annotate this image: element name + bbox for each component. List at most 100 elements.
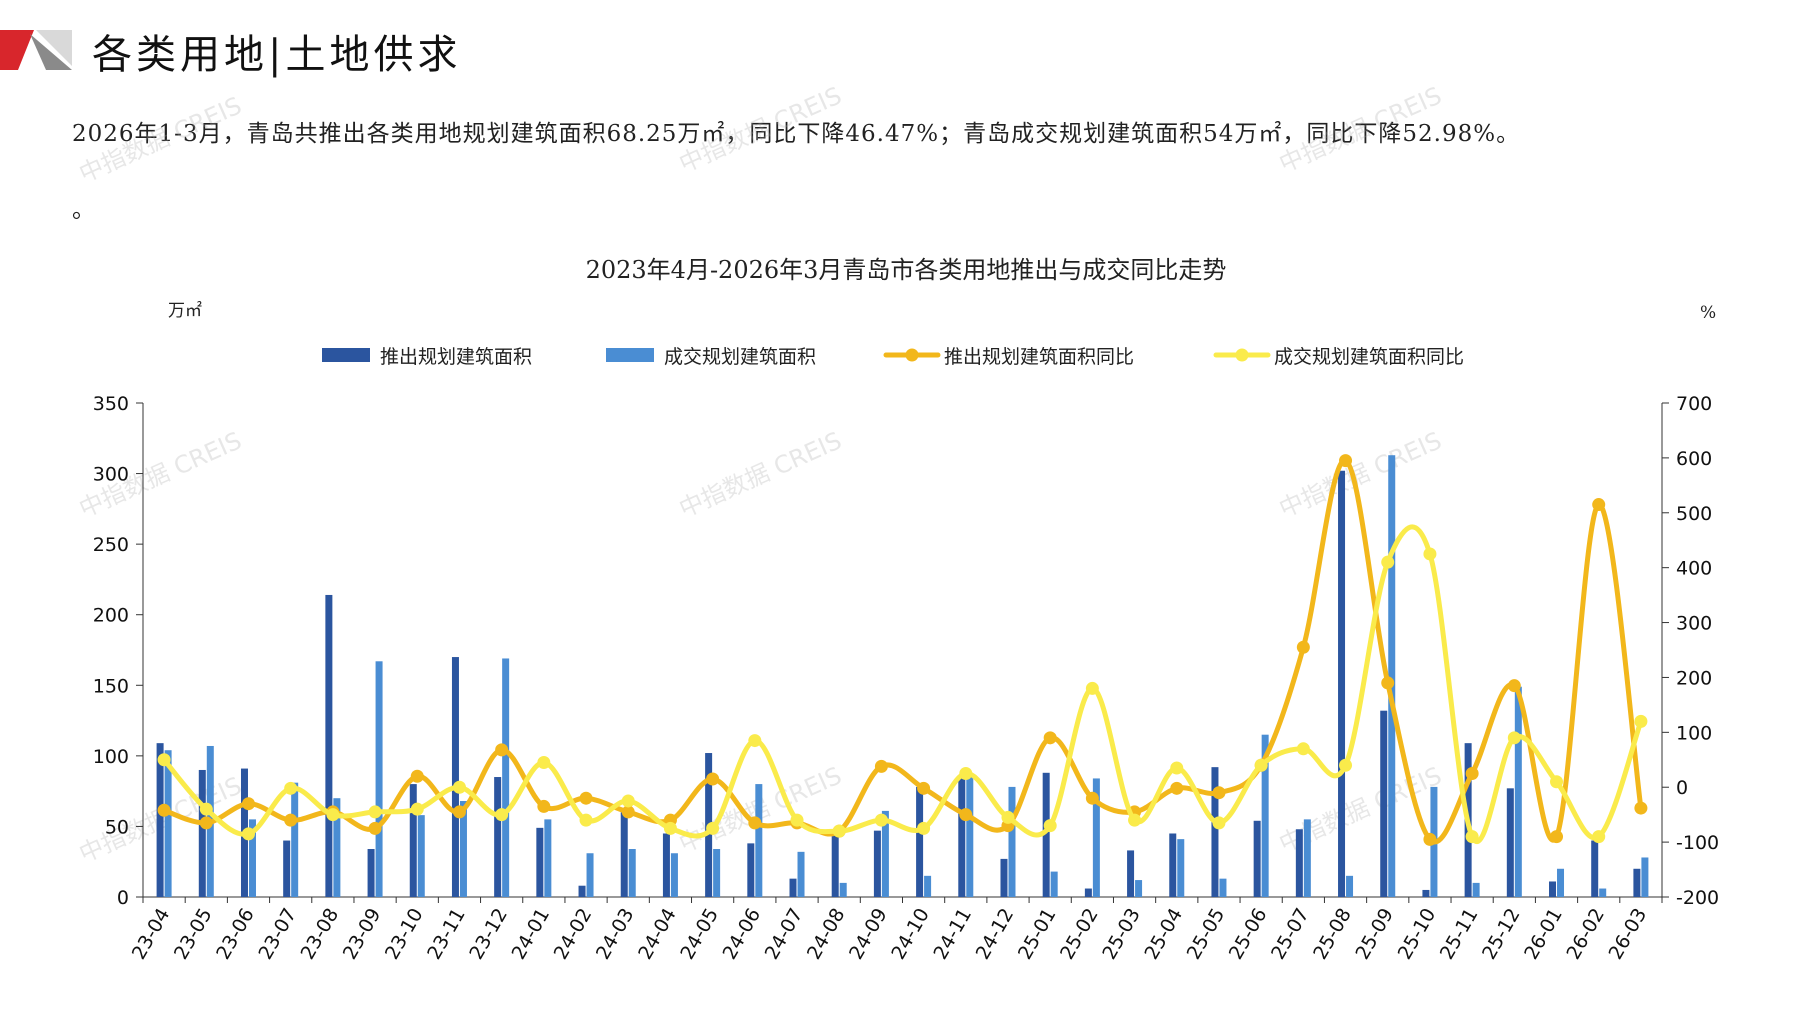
legend-swatch-marker (905, 348, 919, 362)
right-axis-tick-label: 200 (1676, 667, 1712, 689)
deal-area-bar (375, 661, 383, 897)
right-axis-tick-label: -100 (1676, 832, 1719, 854)
supply-area-bar (1084, 888, 1092, 897)
supply-area-bar (1127, 850, 1135, 897)
deal-yoy-point (1128, 813, 1142, 827)
logo-gray-shape (30, 34, 72, 70)
deal-area-bar (164, 750, 172, 897)
left-axis-tick-label: 0 (117, 887, 129, 909)
x-tick-label: 23-05 (170, 905, 217, 964)
supply-area-bar (409, 784, 417, 897)
supply-yoy-point (410, 769, 424, 783)
deal-yoy-point (1339, 758, 1353, 772)
x-tick-label: 23-07 (254, 905, 301, 964)
supply-area-bar (198, 769, 206, 897)
x-tick-label: 25-05 (1183, 905, 1230, 964)
x-tick-label: 25-01 (1014, 905, 1061, 964)
deal-area-bar (1135, 880, 1143, 897)
supply-yoy-point (1296, 640, 1310, 654)
deal-yoy-point (537, 756, 551, 770)
supply-area-bar (1591, 840, 1599, 897)
x-tick-label: 26-03 (1605, 905, 1652, 964)
deal-area-bar (839, 882, 847, 897)
supply-yoy-point (1423, 832, 1437, 846)
supply-yoy-point (1465, 767, 1479, 780)
x-tick-label: 23-09 (339, 905, 386, 964)
left-axis-unit: 万㎡ (168, 301, 202, 321)
legend-swatch-bar (606, 348, 654, 362)
legend-label: 推出规划建筑面积 (380, 346, 532, 368)
x-tick-label: 24-05 (676, 905, 723, 964)
right-axis-tick-label: 300 (1676, 613, 1712, 635)
supply-area-bar (620, 812, 628, 897)
deal-area-bar (1177, 839, 1185, 897)
x-tick-label: 26-01 (1520, 905, 1567, 964)
supply-yoy-point (1592, 498, 1606, 512)
supply-area-bar (1211, 767, 1219, 897)
x-tick-label: 23-11 (423, 905, 470, 964)
supply-area-bar (873, 830, 881, 897)
deal-yoy-point (1381, 555, 1395, 569)
left-axis-tick-label: 50 (105, 816, 129, 838)
chart-axes: 0 50 100 150 200 250 300 350 -200 -100 0 100 200 300 4… (93, 393, 1719, 909)
supply-yoy-point (579, 791, 593, 805)
supply-area-bar (1549, 881, 1557, 897)
deal-area-bar (1261, 734, 1269, 897)
supply-area-bar (1338, 470, 1346, 897)
x-tick-label: 25-02 (1056, 905, 1103, 964)
supply-area-bar (156, 743, 164, 897)
deal-yoy-point (1001, 810, 1015, 824)
left-axis-tick-label: 250 (93, 534, 129, 556)
deal-yoy-point (1085, 681, 1099, 695)
x-tick-label: 25-08 (1309, 905, 1356, 964)
supply-area-bar (1253, 820, 1261, 897)
deal-yoy-point (1465, 830, 1479, 844)
deal-area-bar (1008, 786, 1016, 897)
x-tick-label: 25-04 (1140, 905, 1187, 964)
supply-area-bar (1506, 788, 1514, 897)
deal-yoy-point (1212, 816, 1226, 830)
legend-label: 成交规划建筑面积 (664, 346, 816, 368)
chart-title: 2023年4月-2026年3月青岛市各类用地推出与成交同比走势 (586, 256, 1227, 284)
supply-yoy-point (284, 813, 298, 827)
supply-yoy-point (706, 772, 720, 786)
supply-yoy-point (917, 781, 931, 795)
legend-label: 推出规划建筑面积同比 (944, 346, 1134, 368)
deal-yoy-point (706, 821, 720, 835)
x-tick-label: 24-11 (929, 905, 976, 964)
deal-area-bar (1557, 868, 1565, 897)
supply-area-bar (1000, 858, 1008, 897)
left-axis-tick-label: 150 (93, 675, 129, 697)
deal-area-bar (1219, 878, 1227, 897)
deal-area-bar (1641, 857, 1649, 897)
deal-area-bar (248, 819, 256, 897)
deal-yoy-point (368, 805, 382, 819)
supply-yoy-point (452, 805, 466, 819)
deal-area-bar (333, 798, 341, 897)
logo-red-shape (0, 30, 34, 70)
x-tick-label: 24-04 (634, 905, 681, 964)
deal-area-bar (966, 777, 974, 897)
left-axis-tick-label: 300 (93, 464, 129, 486)
deal-yoy-point (1507, 731, 1521, 745)
right-axis-tick-label: 100 (1676, 722, 1712, 744)
x-tick-label: 25-09 (1351, 905, 1398, 964)
x-tick-label: 23-04 (128, 905, 175, 964)
legend-swatch-marker (1235, 348, 1249, 362)
supply-yoy-point (1550, 830, 1564, 844)
right-axis-tick-label: 0 (1676, 777, 1688, 799)
deal-yoy-point (790, 813, 804, 827)
left-axis-tick-label: 200 (93, 605, 129, 627)
deal-yoy-point (495, 808, 509, 822)
deal-yoy-point (874, 813, 888, 827)
summary-text: 2026年1-3月，青岛共推出各类用地规划建筑面积68.25万㎡，同比下降46.… (72, 121, 1521, 147)
deal-area-bar (1514, 686, 1522, 897)
x-tick-label: 23-10 (381, 905, 428, 964)
x-tick-label: 24-07 (761, 905, 808, 964)
supply-yoy-point (241, 797, 255, 811)
supply-yoy-point (1339, 454, 1353, 468)
right-axis-tick-label: -200 (1676, 887, 1719, 909)
line-series (157, 454, 1648, 846)
supply-area-bar (367, 849, 375, 897)
supply-area-bar (1380, 710, 1388, 897)
